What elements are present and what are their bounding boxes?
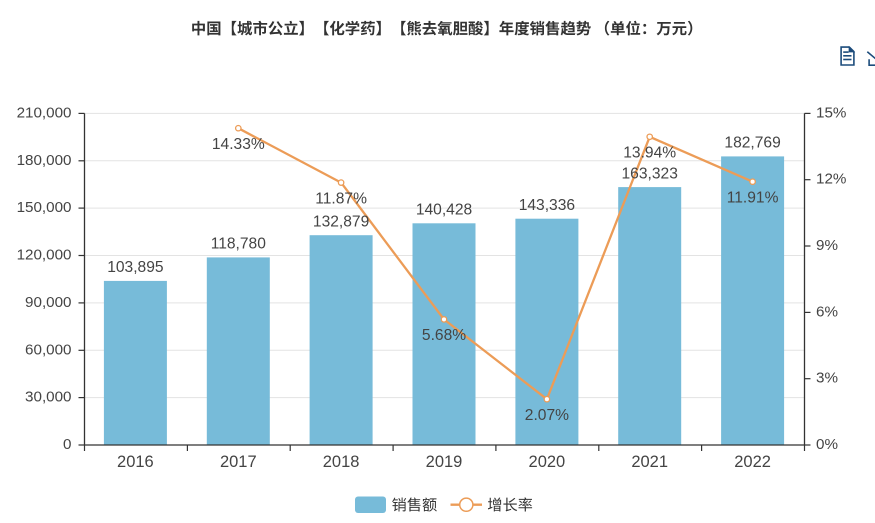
svg-text:163,323: 163,323 [622, 165, 678, 182]
svg-text:143,336: 143,336 [519, 197, 575, 214]
svg-text:14.33%: 14.33% [212, 136, 265, 153]
svg-text:9%: 9% [816, 237, 838, 254]
svg-text:90,000: 90,000 [25, 294, 71, 311]
svg-text:13.94%: 13.94% [623, 145, 676, 162]
svg-text:118,780: 118,780 [211, 236, 267, 253]
svg-text:140,428: 140,428 [416, 202, 472, 219]
svg-text:2.07%: 2.07% [525, 407, 569, 424]
svg-text:11.91%: 11.91% [727, 190, 779, 207]
svg-text:2018: 2018 [323, 453, 360, 471]
svg-text:3%: 3% [816, 370, 838, 387]
svg-text:2022: 2022 [734, 453, 771, 471]
svg-text:2021: 2021 [631, 453, 668, 471]
svg-text:103,895: 103,895 [107, 259, 164, 276]
svg-text:0: 0 [63, 436, 71, 453]
svg-text:132,879: 132,879 [313, 213, 369, 230]
svg-text:180,000: 180,000 [17, 152, 72, 169]
svg-text:150,000: 150,000 [17, 199, 72, 216]
svg-text:15%: 15% [816, 104, 846, 121]
svg-text:0%: 0% [816, 436, 838, 453]
svg-text:2017: 2017 [220, 453, 257, 471]
svg-text:182,769: 182,769 [724, 135, 780, 152]
svg-text:120,000: 120,000 [17, 247, 72, 264]
svg-text:60,000: 60,000 [25, 341, 71, 358]
svg-text:2019: 2019 [426, 453, 463, 471]
svg-text:30,000: 30,000 [25, 389, 71, 406]
svg-text:210,000: 210,000 [17, 104, 72, 121]
svg-text:2016: 2016 [117, 453, 154, 471]
svg-text:12%: 12% [816, 171, 846, 188]
svg-text:2020: 2020 [529, 453, 566, 471]
svg-text:11.87%: 11.87% [315, 190, 367, 207]
svg-text:6%: 6% [816, 303, 838, 320]
svg-text:5.68%: 5.68% [422, 327, 466, 344]
